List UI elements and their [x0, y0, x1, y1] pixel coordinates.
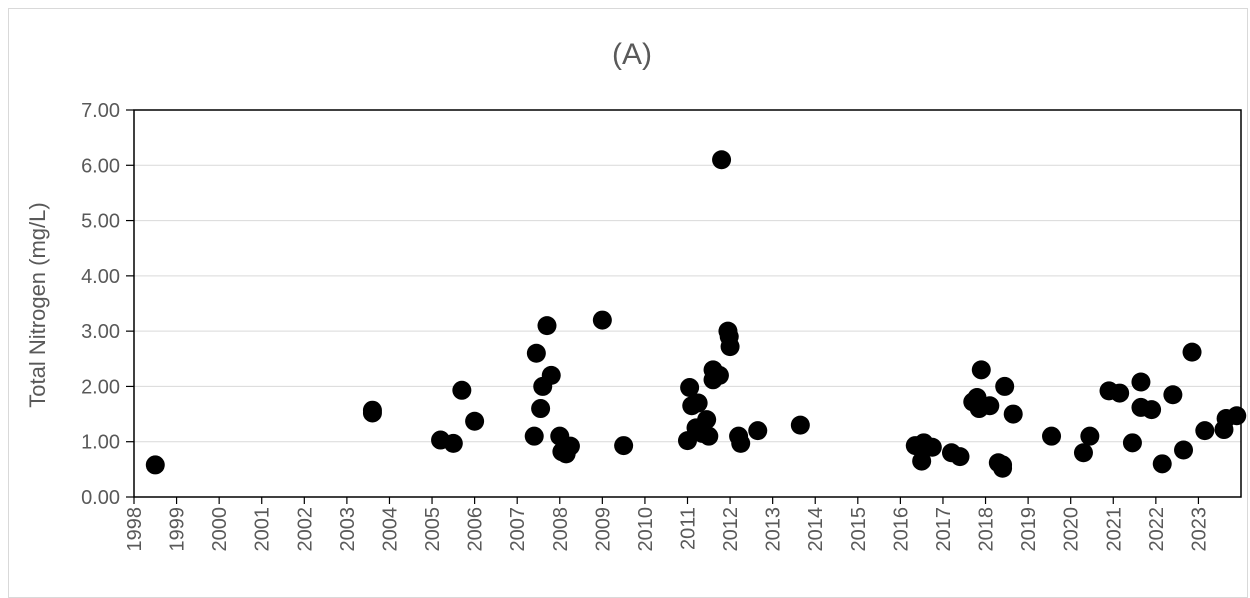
- data-point: [1003, 404, 1023, 424]
- x-tick-label: 2011: [678, 507, 700, 550]
- data-point: [790, 415, 810, 435]
- data-point: [980, 396, 1000, 416]
- data-point: [680, 378, 700, 398]
- data-point: [748, 421, 768, 441]
- data-point: [524, 426, 544, 446]
- data-point: [731, 433, 751, 453]
- data-point: [688, 393, 708, 413]
- y-tick-label: 0.00: [81, 487, 120, 509]
- axes: [133, 109, 1242, 498]
- data-point: [145, 455, 165, 475]
- x-tick-label: 2010: [635, 507, 657, 552]
- x-tick-label: 2016: [890, 507, 912, 552]
- data-point: [1227, 406, 1247, 426]
- y-tick-label: 4.00: [81, 266, 120, 288]
- data-point: [537, 316, 557, 336]
- y-tick-label: 7.00: [81, 100, 120, 122]
- x-tick-label: 2009: [592, 507, 614, 552]
- x-tick-label: 2013: [763, 507, 785, 552]
- data-point: [1152, 454, 1172, 474]
- x-tick-label: 2022: [1146, 507, 1168, 552]
- data-point: [614, 436, 634, 456]
- x-tick-label: 2017: [933, 507, 955, 552]
- x-tick-label: 2012: [720, 507, 742, 552]
- y-tick-label: 2.00: [81, 376, 120, 398]
- data-point: [912, 451, 932, 471]
- data-point: [1073, 443, 1093, 463]
- data-point: [950, 447, 970, 467]
- data-point: [452, 380, 472, 400]
- x-tick-label: 2002: [294, 507, 316, 552]
- x-tick-label: 2020: [1061, 507, 1083, 552]
- x-tick-label: 2018: [976, 507, 998, 552]
- data-point: [1195, 421, 1215, 441]
- data-point: [531, 399, 551, 419]
- plot-area-border: [133, 109, 1242, 498]
- x-tick-label: 2015: [848, 507, 870, 552]
- data-point: [362, 403, 382, 423]
- data-point: [1042, 426, 1062, 446]
- y-tick-label: 3.00: [81, 321, 120, 343]
- data-point: [995, 376, 1015, 396]
- x-tick-label: 2023: [1188, 507, 1210, 552]
- y-tick-label: 6.00: [81, 155, 120, 177]
- data-point: [1110, 383, 1130, 403]
- x-tick-label: 2006: [465, 507, 487, 552]
- y-tick-label: 5.00: [81, 211, 120, 233]
- x-tick-label: 2005: [422, 507, 444, 552]
- x-tick-label: 2007: [507, 507, 529, 552]
- data-point: [526, 343, 546, 363]
- x-tick-label: 2021: [1103, 507, 1125, 552]
- data-point: [560, 436, 580, 456]
- data-point: [971, 360, 991, 380]
- x-tick-label: 2019: [1018, 507, 1040, 552]
- data-point: [1174, 440, 1194, 460]
- data-point: [712, 150, 732, 170]
- x-tick-label: 2008: [550, 507, 572, 552]
- data-point: [1122, 433, 1142, 453]
- x-tick-label: 2001: [252, 507, 274, 552]
- data-point: [709, 365, 729, 385]
- data-point: [592, 310, 612, 330]
- data-point: [465, 411, 485, 431]
- data-point: [922, 437, 942, 457]
- chart-title: (A): [612, 38, 652, 71]
- data-point: [1131, 372, 1151, 392]
- x-tick-label: 1998: [124, 507, 146, 552]
- y-tick-label: 1.00: [81, 432, 120, 454]
- data-point: [699, 426, 719, 446]
- axis-ticks: 0.00 1.00 2.00 3.00 4.00 5.00 6.00 7.00 1998 1999…: [81, 100, 1210, 552]
- x-tick-label: 2004: [379, 507, 401, 552]
- y-axis-label: Total Nitrogen (mg/L): [25, 202, 50, 407]
- x-tick-label: 2014: [805, 507, 827, 552]
- data-point: [993, 455, 1013, 475]
- x-tick-label: 2000: [209, 507, 231, 552]
- x-tick-label: 2003: [337, 507, 359, 552]
- data-point: [720, 337, 740, 357]
- chart-frame: [8, 8, 1248, 598]
- data-point: [697, 410, 717, 430]
- data-point: [1142, 400, 1162, 420]
- data-point: [1080, 426, 1100, 446]
- data-point: [1182, 342, 1202, 362]
- data-points: [145, 150, 1247, 478]
- data-point: [1163, 385, 1183, 405]
- data-point: [443, 433, 463, 453]
- x-tick-label: 1999: [167, 507, 189, 552]
- data-point: [541, 365, 561, 385]
